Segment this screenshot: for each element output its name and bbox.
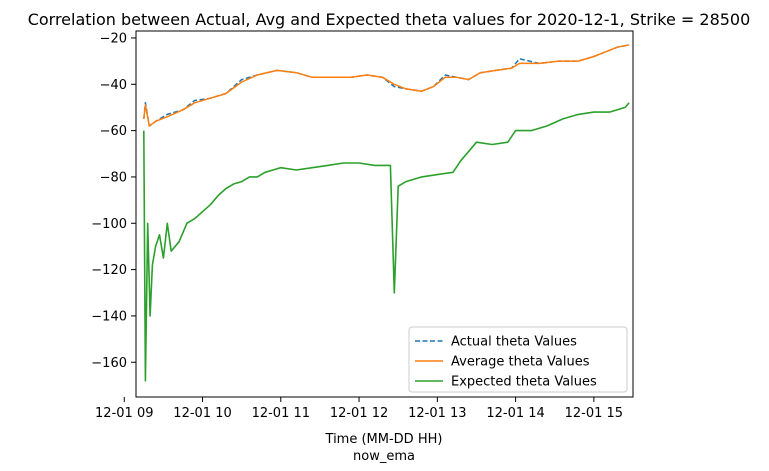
legend-label: Actual theta Values <box>451 335 577 350</box>
y-tick-label: −20 <box>100 31 127 46</box>
y-tick-label: −120 <box>91 263 127 278</box>
legend-frame <box>408 326 628 393</box>
legend-label: Expected theta Values <box>451 375 597 390</box>
legend: Actual theta Values Average theta Values E… <box>408 326 628 393</box>
axis-ticks: 12-01 09 12-01 10 12-01 11 12-01 12 12-01 13… <box>91 31 623 421</box>
x-tick-label: 12-01 09 <box>95 406 153 421</box>
plot-frame <box>135 30 634 398</box>
x-tick-label: 12-01 10 <box>173 406 231 421</box>
x-axis-sublabel: now_ema <box>353 449 415 464</box>
legend-label: Average theta Values <box>451 355 590 370</box>
y-tick-label: −60 <box>100 124 127 139</box>
series-line-1 <box>143 44 630 127</box>
y-tick-label: −140 <box>91 309 127 324</box>
x-tick-label: 12-01 11 <box>252 406 310 421</box>
y-tick-label: −80 <box>100 170 127 185</box>
x-tick-label: 12-01 15 <box>565 406 623 421</box>
x-tick-label: 12-01 12 <box>330 406 388 421</box>
series-line-2 <box>143 44 630 127</box>
y-tick-label: −160 <box>91 356 127 371</box>
y-tick-label: −100 <box>91 217 127 232</box>
plot-area <box>143 44 630 382</box>
chart-title: Correlation between Actual, Avg and Expe… <box>28 10 751 29</box>
series-line-3 <box>143 102 630 382</box>
x-tick-label: 12-01 13 <box>408 406 466 421</box>
x-tick-label: 12-01 14 <box>486 406 544 421</box>
y-tick-label: −40 <box>100 78 127 93</box>
x-axis-label: Time (MM-DD HH) <box>325 432 443 447</box>
